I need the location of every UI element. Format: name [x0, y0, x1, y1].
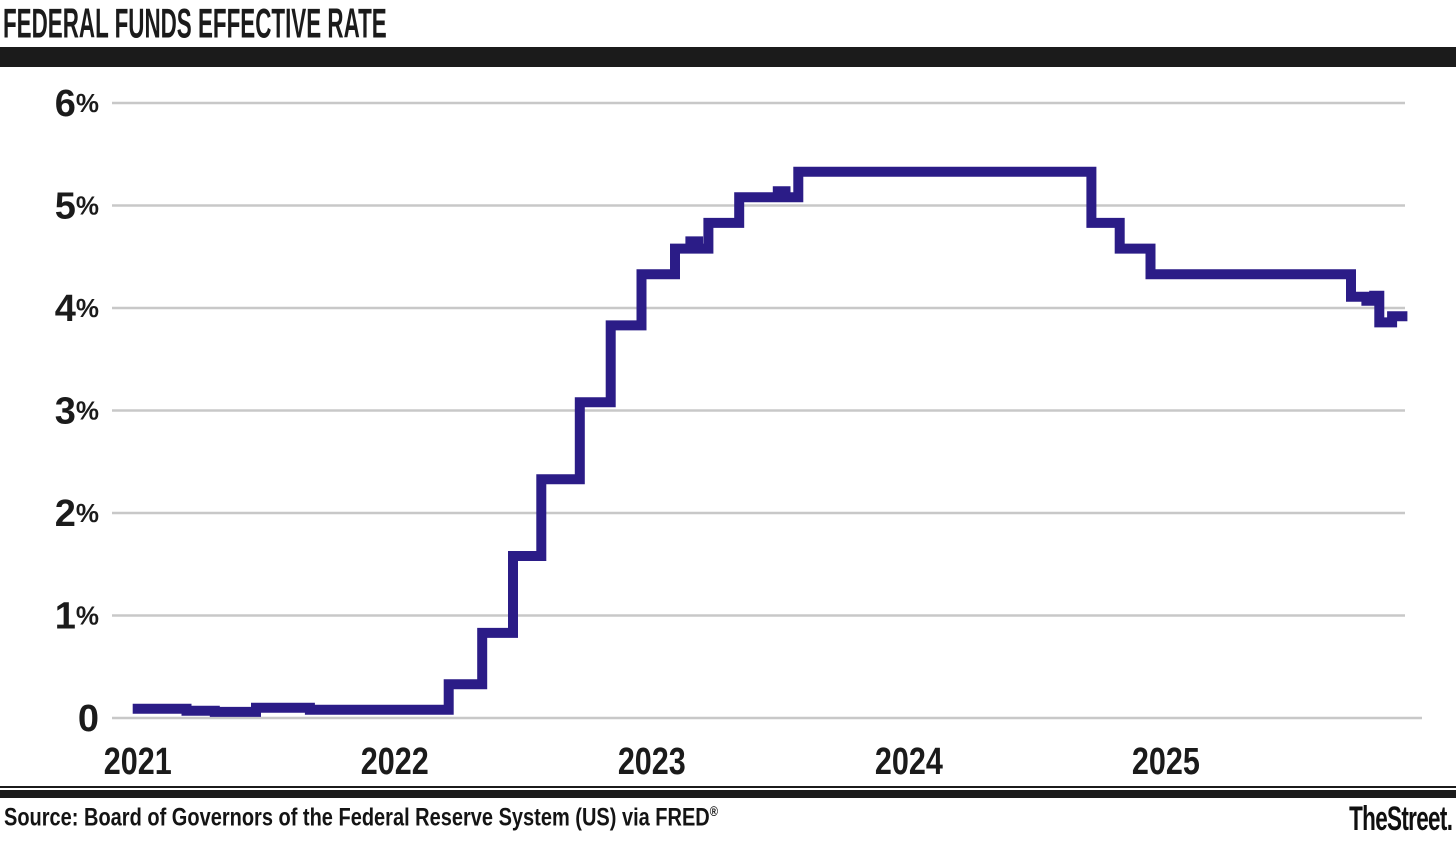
x-tick-label: 2022 [361, 741, 429, 783]
source-text: Source: Board of Governors of the Federa… [4, 803, 710, 832]
y-tick-label: 0 [78, 698, 99, 740]
y-tick-label: 6% [55, 83, 99, 125]
x-tick-label: 2023 [618, 741, 686, 783]
page-title: FEDERAL FUNDS EFFECTIVE RATE [3, 0, 387, 47]
y-tick-label: 5% [55, 186, 99, 228]
y-tick-label: 3% [55, 391, 99, 433]
x-tick-label: 2021 [104, 741, 172, 783]
y-tick-label: 1% [55, 596, 99, 638]
registered-mark: ® [709, 803, 719, 819]
y-tick-label: 2% [55, 493, 99, 535]
x-tick-label: 2025 [1132, 741, 1200, 783]
y-tick-label: 4% [55, 288, 99, 330]
footer-divider-thick [0, 790, 1456, 798]
thestreet-logo: TheStreet. [1348, 800, 1453, 838]
header-divider-band [0, 47, 1456, 67]
source-attribution: Source: Board of Governors of the Federa… [4, 803, 718, 832]
rate-step-line [132, 166, 1408, 717]
footer-divider-thin [0, 786, 1456, 788]
x-tick-label: 2024 [875, 741, 943, 783]
